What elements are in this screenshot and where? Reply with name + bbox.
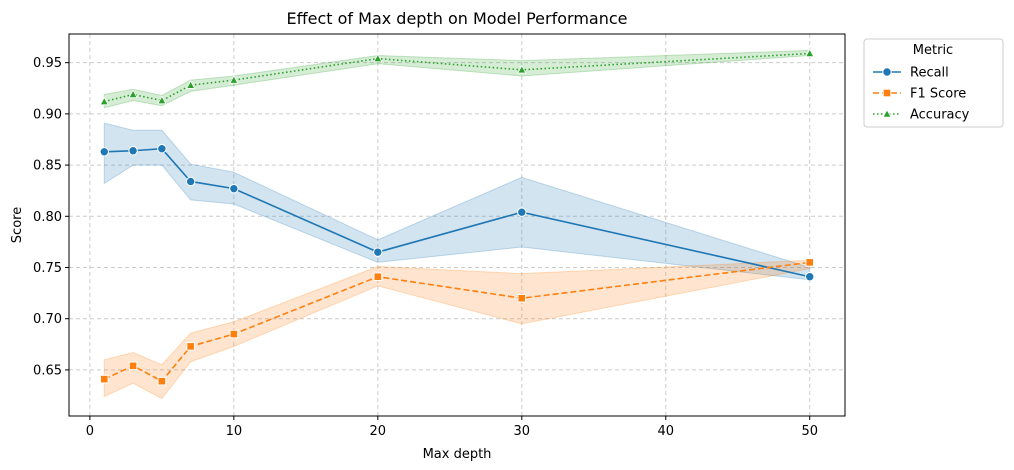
y-axis-label: Score — [10, 207, 25, 243]
legend-title: Metric — [913, 43, 953, 58]
recall-point — [517, 207, 527, 217]
y-tick-label: 0.65 — [33, 363, 62, 378]
legend-accuracy-marker — [882, 108, 892, 118]
recall-point — [99, 147, 109, 157]
y-tick-label: 0.80 — [33, 210, 62, 225]
y-tick-label: 0.90 — [33, 107, 62, 122]
f1-score-point — [373, 272, 383, 282]
accuracy-point — [373, 53, 383, 63]
legend-f1-score-label: F1 Score — [910, 87, 966, 102]
accuracy-point — [128, 89, 138, 99]
accuracy-point — [157, 95, 167, 105]
f1-score-point — [128, 361, 138, 371]
y-axis-ticks: 0.65 0.70 0.75 0.80 0.85 0.90 0.95 — [33, 56, 69, 378]
f1-score-band — [103, 259, 811, 400]
f1-score-point — [99, 374, 109, 384]
x-tick-label: 30 — [514, 424, 531, 439]
f1-score-line — [103, 261, 810, 383]
grid — [69, 34, 845, 416]
legend-recall-marker — [882, 67, 892, 77]
x-tick-label: 40 — [657, 424, 674, 439]
accuracy-line — [104, 52, 810, 103]
series-markers — [99, 48, 815, 386]
x-tick-label: 0 — [86, 424, 94, 439]
y-tick-label: 0.95 — [33, 56, 62, 71]
legend-recall-label: Recall — [910, 66, 949, 81]
accuracy-band — [103, 49, 811, 109]
accuracy-point — [185, 80, 196, 89]
x-tick-label: 10 — [226, 424, 243, 439]
legend-box — [863, 38, 1004, 128]
series-lines — [103, 52, 810, 383]
chart-title: Effect of Max depth on Model Performance — [287, 9, 628, 28]
recall-point — [373, 247, 383, 257]
x-axis-ticks: 0 10 20 30 40 50 — [86, 416, 818, 439]
recall-point — [157, 144, 167, 154]
recall-point — [805, 272, 815, 282]
y-tick-label: 0.70 — [33, 312, 62, 327]
accuracy-point — [517, 64, 527, 74]
y-tick-label: 0.75 — [33, 261, 62, 276]
legend: Metric Recall F1 Score Accuracy — [863, 38, 1004, 128]
recall-line — [104, 147, 810, 278]
f1-score-point — [157, 376, 167, 386]
accuracy-point — [229, 75, 239, 84]
accuracy-point — [805, 48, 815, 58]
recall-band — [103, 122, 811, 281]
f1-score-point — [229, 329, 239, 339]
f1-score-point — [805, 258, 815, 267]
recall-point — [128, 146, 138, 156]
accuracy-point — [99, 96, 109, 106]
plot-frame — [68, 33, 846, 417]
recall-point — [185, 176, 196, 187]
recall-point — [229, 183, 239, 194]
x-tick-label: 50 — [801, 424, 818, 439]
legend-items: Recall F1 Score Accuracy — [873, 66, 970, 123]
legend-accuracy-label: Accuracy — [910, 108, 970, 123]
confidence-bands — [103, 49, 811, 400]
f1-score-point — [186, 342, 195, 351]
y-tick-label: 0.85 — [33, 159, 62, 174]
legend-f1-score-marker — [882, 88, 892, 98]
x-tick-label: 20 — [370, 424, 387, 439]
f1-score-point — [517, 293, 527, 303]
x-axis-label: Max depth — [423, 447, 492, 462]
